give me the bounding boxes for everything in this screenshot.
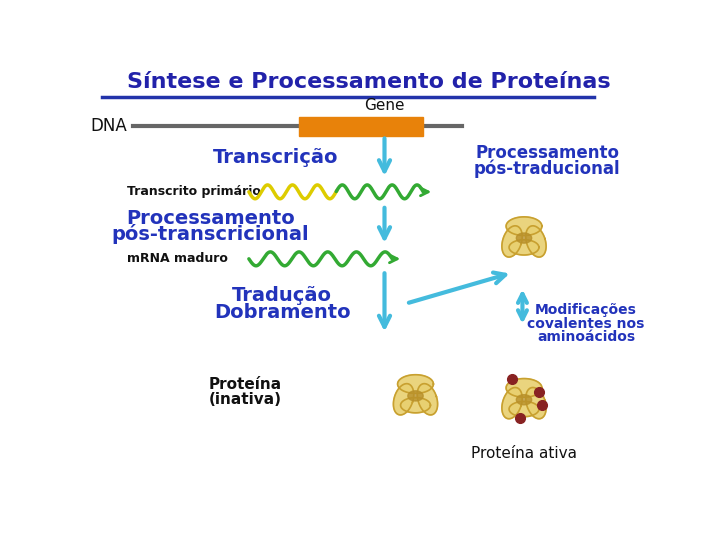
Polygon shape	[418, 384, 438, 415]
Text: pós-traducional: pós-traducional	[474, 159, 621, 178]
Text: Processamento: Processamento	[126, 210, 294, 228]
Text: Modificações: Modificações	[535, 302, 637, 316]
Text: Transcrição: Transcrição	[213, 148, 338, 167]
Polygon shape	[516, 233, 531, 243]
Text: Proteína: Proteína	[208, 377, 282, 392]
Text: mRNA maduro: mRNA maduro	[127, 252, 228, 265]
Text: Processamento: Processamento	[475, 144, 619, 163]
Text: covalentes nos: covalentes nos	[527, 316, 644, 330]
Polygon shape	[509, 240, 539, 255]
Polygon shape	[400, 397, 431, 413]
Polygon shape	[502, 388, 522, 418]
Polygon shape	[393, 383, 414, 415]
Text: Transcrito primário: Transcrito primário	[127, 185, 261, 198]
Text: Gene: Gene	[364, 98, 405, 112]
Polygon shape	[502, 226, 522, 257]
Polygon shape	[506, 379, 542, 397]
Text: (inativa): (inativa)	[209, 392, 282, 407]
Polygon shape	[526, 226, 546, 257]
Text: pós-transcricional: pós-transcricional	[112, 224, 309, 244]
Text: Síntese e Processamento de Proteínas: Síntese e Processamento de Proteínas	[127, 72, 611, 92]
Polygon shape	[397, 375, 433, 393]
Text: aminoácidos: aminoácidos	[537, 330, 635, 345]
Text: Proteína ativa: Proteína ativa	[471, 446, 577, 461]
Polygon shape	[408, 391, 423, 401]
Text: Tradução: Tradução	[233, 286, 332, 305]
Text: Dobramento: Dobramento	[214, 303, 351, 322]
Polygon shape	[516, 395, 531, 405]
Polygon shape	[509, 401, 539, 417]
Polygon shape	[526, 388, 546, 418]
FancyBboxPatch shape	[300, 117, 423, 136]
Text: DNA: DNA	[91, 117, 127, 136]
Polygon shape	[506, 217, 542, 235]
